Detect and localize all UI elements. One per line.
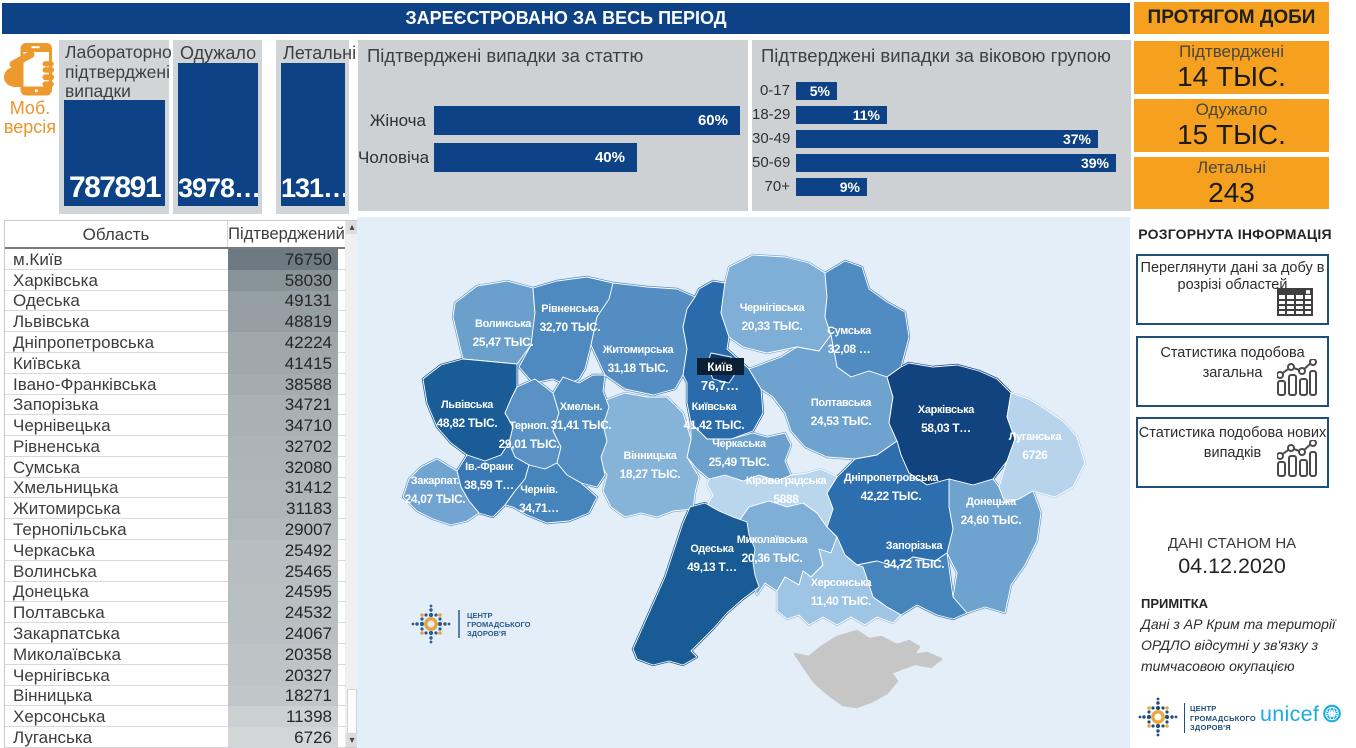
svg-text:42,22 ТЫС.: 42,22 ТЫС. (861, 489, 922, 503)
svg-text:29,01 ТЫС.: 29,01 ТЫС. (499, 437, 560, 451)
svg-text:unicef: unicef (1260, 703, 1319, 726)
svg-text:Рівненська: Рівненська (541, 303, 600, 315)
svg-text:Харківська: Харківська (918, 404, 975, 416)
svg-text:Чернігівська: Чернігівська (740, 302, 806, 314)
svg-text:31,41 ТЫС.: 31,41 ТЫС. (551, 418, 612, 432)
svg-text:18,27 ТЫС.: 18,27 ТЫС. (620, 467, 681, 481)
svg-text:Миколаївська: Миколаївська (737, 534, 809, 546)
svg-text:49,13 Т…: 49,13 Т… (687, 560, 737, 574)
svg-text:Чернів.: Чернів. (520, 484, 558, 496)
svg-text:Львівська: Львівська (441, 399, 494, 411)
svg-text:24,07 ТЫС.: 24,07 ТЫС. (405, 492, 466, 506)
svg-text:Вінницька: Вінницька (624, 450, 678, 462)
svg-text:38,59 Т…: 38,59 Т… (464, 478, 514, 492)
svg-text:ГРОМАДСЬКОГО: ГРОМАДСЬКОГО (467, 620, 531, 629)
svg-text:31,18 ТЫС.: 31,18 ТЫС. (608, 361, 669, 375)
svg-text:Херсонська: Херсонська (811, 577, 873, 589)
svg-text:Київ: Київ (707, 360, 732, 374)
svg-text:20,33 ТЫС.: 20,33 ТЫС. (742, 319, 803, 333)
svg-text:34,72 ТЫС.: 34,72 ТЫС. (884, 557, 945, 571)
svg-text:Житомирська: Житомирська (602, 344, 675, 356)
svg-text:11,40 ТЫС.: 11,40 ТЫС. (811, 594, 871, 608)
svg-text:32,08 …: 32,08 … (828, 342, 871, 356)
svg-text:20,36 ТЫС.: 20,36 ТЫС. (742, 551, 803, 565)
svg-text:34,71…: 34,71… (519, 501, 559, 515)
svg-text:41,42 ТЫС.: 41,42 ТЫС. (684, 418, 745, 432)
svg-text:25,49 ТЫС.: 25,49 ТЫС. (709, 455, 770, 469)
svg-text:32,70 ТЫС.: 32,70 ТЫС. (540, 320, 601, 334)
svg-text:6726: 6726 (1022, 448, 1048, 462)
svg-text:Донецька: Донецька (966, 496, 1017, 508)
svg-text:Закарпат.: Закарпат. (411, 475, 460, 487)
svg-text:Ів.-Франк: Ів.-Франк (465, 461, 514, 473)
svg-text:Терноп.: Терноп. (509, 420, 549, 432)
svg-text:Кіровоградська: Кіровоградська (746, 475, 827, 487)
svg-text:ЦЕНТР: ЦЕНТР (467, 611, 492, 620)
svg-text:58,03 Т…: 58,03 Т… (921, 421, 971, 435)
svg-text:5888: 5888 (773, 492, 799, 506)
svg-text:24,60 ТЫС.: 24,60 ТЫС. (961, 513, 1022, 527)
svg-text:48,82 ТЫС.: 48,82 ТЫС. (437, 416, 498, 430)
svg-text:Одеська: Одеська (690, 543, 734, 555)
svg-text:24,53 ТЫС.: 24,53 ТЫС. (811, 414, 872, 428)
svg-text:Дніпропетровська: Дніпропетровська (844, 472, 940, 484)
svg-text:Київська: Київська (692, 401, 738, 413)
svg-text:25,47 ТЫС.: 25,47 ТЫС. (473, 335, 534, 349)
svg-text:ЗДОРОВ'Я: ЗДОРОВ'Я (467, 629, 506, 638)
svg-text:Черкаська: Черкаська (712, 438, 767, 450)
svg-text:Запорізька: Запорізька (886, 540, 944, 552)
svg-text:Волинська: Волинська (475, 318, 532, 330)
svg-text:76,7…: 76,7… (701, 378, 739, 393)
svg-text:Луганська: Луганська (1009, 431, 1063, 443)
svg-text:Полтавська: Полтавська (811, 397, 872, 409)
svg-text:Хмельн.: Хмельн. (560, 401, 603, 413)
svg-text:Сумська: Сумська (827, 325, 872, 337)
